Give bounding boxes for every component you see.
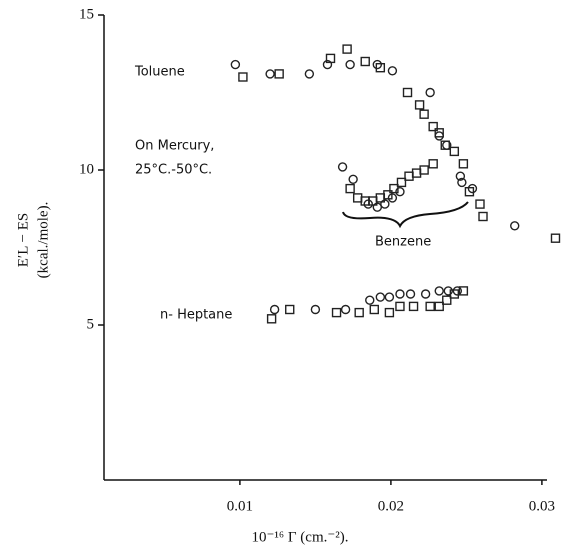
point bbox=[408, 301, 419, 312]
point bbox=[322, 59, 333, 70]
point bbox=[352, 193, 363, 203]
point bbox=[458, 286, 469, 296]
point bbox=[434, 131, 444, 141]
point bbox=[440, 140, 450, 150]
point bbox=[434, 128, 444, 138]
point bbox=[449, 146, 460, 157]
point bbox=[269, 304, 280, 315]
y-axis-unit: (kcal./mole). bbox=[35, 202, 51, 279]
point bbox=[265, 69, 275, 79]
point bbox=[419, 165, 429, 175]
point bbox=[383, 190, 393, 200]
point bbox=[372, 59, 383, 70]
point bbox=[348, 174, 358, 185]
point bbox=[442, 295, 452, 305]
point bbox=[360, 56, 370, 67]
point bbox=[434, 286, 444, 296]
point bbox=[304, 69, 315, 79]
point bbox=[337, 162, 348, 172]
y-tick-label: 10 bbox=[79, 161, 94, 177]
annotation: Benzene bbox=[375, 235, 431, 250]
point bbox=[396, 177, 407, 188]
point bbox=[274, 69, 284, 79]
point bbox=[375, 63, 386, 73]
point bbox=[345, 183, 355, 194]
point bbox=[266, 314, 277, 324]
point bbox=[310, 304, 321, 315]
point bbox=[395, 289, 405, 299]
point bbox=[375, 292, 386, 302]
point bbox=[458, 159, 469, 169]
brace bbox=[342, 201, 469, 229]
annotation: 25°C.-50°C. bbox=[135, 163, 212, 178]
point bbox=[331, 307, 342, 318]
annotation: On Mercury, bbox=[135, 139, 214, 154]
point bbox=[425, 87, 435, 98]
point bbox=[395, 301, 405, 312]
point bbox=[405, 289, 416, 299]
point bbox=[369, 304, 379, 315]
point bbox=[238, 72, 248, 82]
point bbox=[428, 159, 438, 169]
point bbox=[510, 221, 520, 231]
point bbox=[443, 286, 453, 296]
y-tick-label: 15 bbox=[79, 6, 94, 22]
point bbox=[411, 168, 422, 178]
point bbox=[384, 292, 395, 302]
point bbox=[325, 53, 336, 64]
point bbox=[414, 100, 425, 110]
y-axis-label: E′L − ES bbox=[15, 213, 31, 268]
x-tick-label: 0.01 bbox=[227, 498, 253, 514]
point bbox=[478, 211, 488, 222]
point bbox=[395, 186, 405, 197]
point bbox=[230, 59, 241, 70]
point bbox=[467, 183, 478, 194]
x-axis-label: 10⁻¹⁶ Γ (cm.⁻²). bbox=[251, 529, 348, 545]
point bbox=[449, 289, 460, 299]
x-tick-label: 0.02 bbox=[378, 498, 404, 514]
point bbox=[550, 233, 561, 243]
point bbox=[384, 307, 395, 318]
annotation: Toluene bbox=[134, 65, 185, 80]
point bbox=[420, 289, 431, 299]
point bbox=[452, 286, 463, 296]
annotation: n- Heptane bbox=[160, 308, 232, 323]
point bbox=[365, 295, 375, 305]
point bbox=[342, 44, 352, 54]
point bbox=[475, 199, 485, 209]
point bbox=[354, 307, 364, 318]
point bbox=[455, 171, 466, 181]
point bbox=[345, 59, 355, 70]
x-tick-label: 0.03 bbox=[529, 498, 555, 514]
y-tick-label: 5 bbox=[87, 316, 95, 332]
point bbox=[402, 87, 413, 98]
point bbox=[340, 304, 351, 315]
point bbox=[285, 304, 295, 315]
point bbox=[389, 183, 399, 194]
point bbox=[387, 66, 398, 76]
point bbox=[425, 301, 435, 312]
point bbox=[464, 186, 475, 197]
point bbox=[434, 301, 444, 312]
point bbox=[457, 177, 467, 188]
point bbox=[419, 109, 429, 119]
point bbox=[404, 171, 414, 181]
point bbox=[428, 121, 438, 132]
